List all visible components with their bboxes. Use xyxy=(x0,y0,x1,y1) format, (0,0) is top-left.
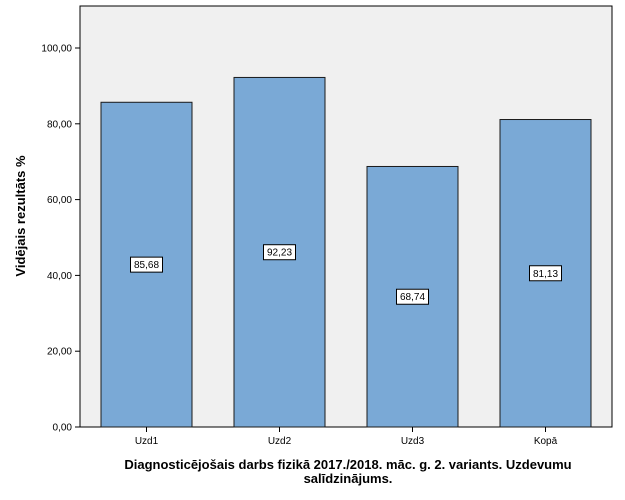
data-label-text: 92,23 xyxy=(267,248,292,259)
data-label-box xyxy=(396,288,429,305)
data-label-box xyxy=(130,256,163,273)
y-tick-label: 100,00 xyxy=(41,44,72,55)
y-axis: 0,00 20,00 40,00 60,00 80,00 100,00 xyxy=(41,44,80,434)
data-label-box xyxy=(529,265,562,282)
y-tick-label: 40,00 xyxy=(47,271,72,282)
x-axis: Uzd1 Uzd2 Uzd3 Kopā xyxy=(135,427,558,447)
data-label: 85,68 xyxy=(130,256,163,273)
data-label-text: 68,74 xyxy=(400,292,425,303)
y-tick-label: 60,00 xyxy=(47,195,72,206)
data-label-text: 81,13 xyxy=(533,269,558,280)
x-tick-label: Uzd2 xyxy=(268,436,292,447)
data-label: 92,23 xyxy=(263,244,296,261)
x-tick-label: Uzd1 xyxy=(135,436,159,447)
data-label: 81,13 xyxy=(529,265,562,282)
x-tick-label: Kopā xyxy=(534,436,558,447)
y-axis-title: Vidējais rezultāts % xyxy=(13,155,28,277)
data-label-text: 85,68 xyxy=(134,260,159,271)
bars: 85,68 92,23 68,74 81,13 xyxy=(100,76,592,428)
y-tick-label: 80,00 xyxy=(47,119,72,130)
x-axis-title-line-2: salīdzinājums. xyxy=(304,471,393,486)
y-tick-label: 20,00 xyxy=(47,347,72,358)
y-tick-label: 0,00 xyxy=(53,423,73,434)
x-axis-title-line-1: Diagnosticējošais darbs fizikā 2017./201… xyxy=(124,457,571,472)
x-tick-label: Uzd3 xyxy=(401,436,425,447)
data-label-box xyxy=(263,244,296,261)
data-label: 68,74 xyxy=(396,288,429,305)
